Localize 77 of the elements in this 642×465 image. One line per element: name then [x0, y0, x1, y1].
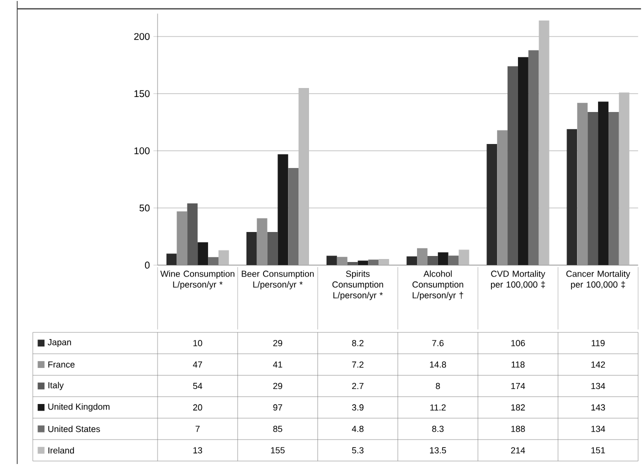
- bar: [378, 259, 390, 266]
- y-tick-label: 100: [134, 147, 150, 154]
- data-label: 41: [273, 362, 282, 368]
- bar: [406, 256, 418, 266]
- x-tick-label: Spirits Consumption L/person/yr *: [332, 270, 384, 300]
- bar: [218, 250, 229, 266]
- legend-label: Italy: [48, 382, 64, 390]
- x-tick-label: Beer Consumption L/person/yr *: [242, 270, 314, 290]
- bar: [336, 256, 348, 266]
- data-label: 54: [193, 382, 202, 390]
- data-label: 151: [591, 447, 605, 454]
- bar: [246, 232, 257, 266]
- data-label: 119: [592, 340, 605, 346]
- data-label: 174: [511, 382, 526, 390]
- x-tick-label: CVD Mortality per 100,000 ‡: [490, 270, 546, 290]
- y-tick-label: 200: [134, 33, 150, 40]
- legend-label: United Kingdom: [48, 403, 110, 412]
- data-label: 97: [273, 404, 282, 411]
- data-label: 13.5: [430, 447, 446, 454]
- data-label: 7: [196, 426, 200, 432]
- data-label: 8.3: [432, 426, 444, 432]
- bar: [326, 256, 337, 266]
- data-label: 47: [192, 362, 202, 368]
- data-label: 85: [273, 426, 282, 432]
- bar: [618, 92, 630, 266]
- bar: [598, 102, 608, 266]
- x-tick-label: Wine Consumption L/person/yr *: [160, 270, 234, 290]
- data-label: 134: [591, 382, 606, 390]
- bar: [458, 250, 470, 266]
- data-label: 188: [511, 426, 525, 432]
- data-label: 5.3: [352, 447, 364, 454]
- bar: [577, 102, 588, 266]
- bar: [566, 129, 578, 266]
- data-label: 29: [273, 340, 282, 346]
- bar: [518, 57, 528, 266]
- data-label: 142: [591, 362, 605, 368]
- data-label: 29: [273, 382, 282, 390]
- bar: [176, 211, 188, 266]
- bar: [278, 154, 288, 266]
- data-label: 143: [591, 404, 605, 411]
- data-label: 106: [511, 340, 525, 346]
- bar: [358, 260, 368, 266]
- data-label: 7.2: [352, 362, 364, 368]
- legend-label: Japan: [48, 339, 71, 348]
- data-label: 7.6: [432, 340, 444, 346]
- data-label: 134: [591, 426, 606, 432]
- legend-label: Ireland: [48, 447, 74, 454]
- y-tick-label: 50: [140, 204, 150, 212]
- data-label: 155: [271, 447, 285, 454]
- data-label: 214: [511, 447, 526, 454]
- data-label: 20: [193, 404, 202, 411]
- x-tick-label: Cancer Mortality per 100,000 ‡: [566, 270, 630, 290]
- bar: [538, 20, 550, 266]
- bar: [298, 88, 309, 266]
- data-label: 14.8: [430, 361, 446, 368]
- data-label: 182: [511, 404, 525, 411]
- bar: [486, 144, 498, 266]
- bar: [417, 248, 428, 266]
- y-tick-label: 0: [144, 262, 150, 269]
- data-label: 4.8: [352, 426, 364, 432]
- data-label: 13: [193, 447, 202, 454]
- data-label: 2.7: [352, 382, 364, 390]
- data-label: 118: [512, 361, 525, 368]
- data-label: 10: [193, 340, 202, 346]
- y-tick-label: 150: [134, 90, 150, 98]
- x-tick-label: Alcohol Consumption L/person/yr †: [412, 270, 464, 300]
- data-label: 3.9: [352, 404, 364, 411]
- bar: [256, 218, 268, 266]
- data-label: 8: [436, 382, 440, 390]
- bar: [198, 242, 208, 266]
- legend-label: United States: [48, 426, 100, 432]
- bar: [497, 130, 508, 266]
- data-label: 11.2: [430, 404, 446, 411]
- legend-label: France: [48, 362, 75, 368]
- bar: [438, 252, 448, 266]
- data-label: 8.2: [352, 340, 364, 346]
- bar: [166, 254, 177, 266]
